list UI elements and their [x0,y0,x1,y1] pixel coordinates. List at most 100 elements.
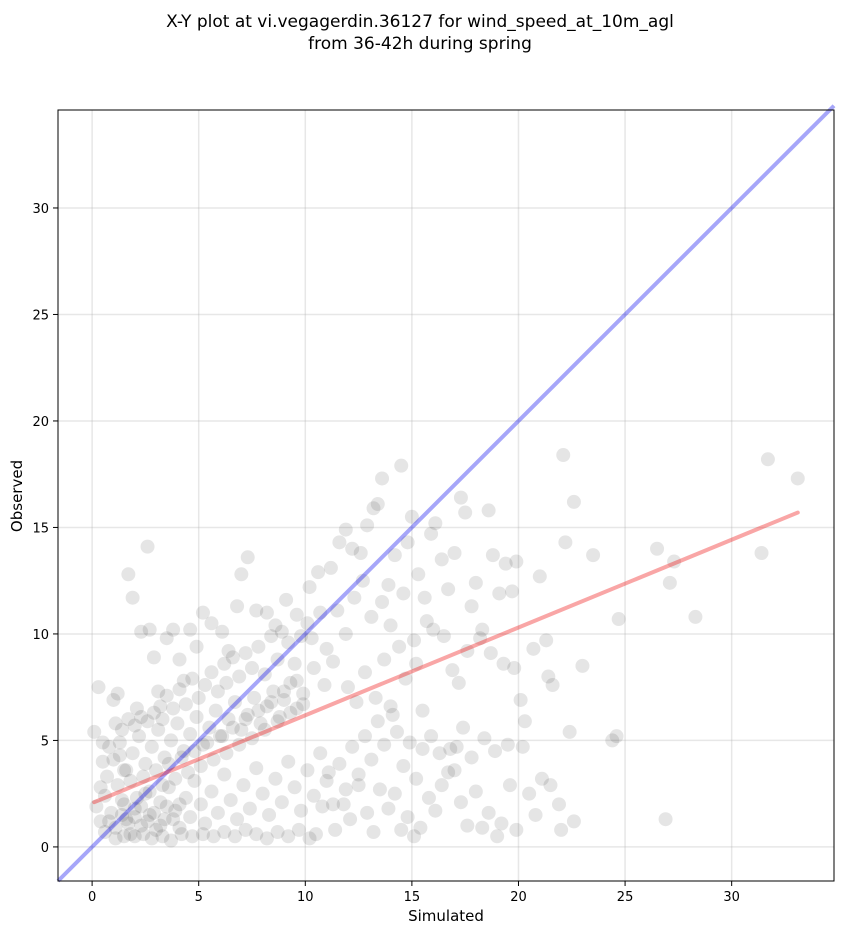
scatter-point-214 [144,739,159,754]
scatter-point-274 [383,699,398,714]
scatter-point-157 [392,639,407,654]
scatter-point-166 [347,590,362,605]
scatter-point-176 [300,616,315,631]
scatter-point-341 [198,678,213,693]
scatter-point-6 [110,686,125,701]
scatter-point-196 [259,699,274,714]
scatter-point-241 [178,790,193,805]
scatter-point-70 [426,622,441,637]
scatter-point-319 [172,797,187,812]
scatter-point-155 [377,652,392,667]
scatter-point-190 [296,686,311,701]
scatter-point-224 [93,814,108,829]
scatter-point-329 [195,827,210,842]
scatter-points [87,448,805,848]
scatter-point-50 [400,535,415,550]
scatter-point-285 [142,784,157,799]
scatter-point-26 [215,624,230,639]
scatter-point-292 [187,744,202,759]
scatter-point-204 [208,703,223,718]
scatter-point-17 [155,712,170,727]
scatter-point-16 [151,684,166,699]
scatter-point-10 [125,590,140,605]
scatter-point-199 [240,707,255,722]
scatter-point-230 [123,827,138,842]
scatter-point-256 [268,771,283,786]
scatter-point-136 [658,812,673,827]
scatter-point-271 [364,752,379,767]
scatter-point-98 [522,786,537,801]
scatter-point-287 [155,778,170,793]
scatter-point-288 [161,756,176,771]
scatter-point-340 [191,690,206,705]
scatter-point-174 [317,678,332,693]
scatter-point-322 [127,829,142,844]
y-tick-label-6: 30 [32,202,49,217]
y-axis-label: Observed [8,460,26,532]
scatter-point-182 [264,629,279,644]
grid-lines [58,110,834,881]
scatter-point-194 [272,710,287,725]
scatter-point-134 [662,575,677,590]
scatter-point-131 [609,729,624,744]
scatter-point-201 [227,695,242,710]
scatter-point-31 [249,603,264,618]
scatter-point-262 [306,788,321,803]
scatter-point-144 [441,765,456,780]
scatter-point-33 [268,618,283,633]
scatter-point-85 [545,678,560,693]
scatter-point-69 [509,554,524,569]
scatter-point-281 [117,797,132,812]
scatter-point-265 [326,797,341,812]
scatter-point-205 [202,720,217,735]
scatter-point-88 [566,494,581,509]
scatter-point-172 [319,641,334,656]
scatter-point-46 [375,471,390,486]
scatter-point-331 [217,825,232,840]
x-tick-label-5: 25 [617,890,634,905]
scatter-point-212 [157,750,172,765]
x-tick-label-4: 20 [510,890,527,905]
scatter-point-149 [488,744,503,759]
scatter-point-300 [238,712,253,727]
scatter-point-246 [204,784,219,799]
scatter-point-251 [236,778,251,793]
scatter-point-92 [551,797,566,812]
scatter-point-73 [451,675,466,690]
scatter-point-81 [526,641,541,656]
scatter-point-133 [650,541,665,556]
scatter-point-330 [206,829,221,844]
scatter-point-86 [556,448,571,463]
scatter-point-20 [172,652,187,667]
scatter-point-96 [534,771,549,786]
scatter-point-307 [283,705,298,720]
scatter-point-47 [381,577,396,592]
scatter-point-356 [114,722,129,737]
scatter-point-62 [468,575,483,590]
scatter-point-220 [106,752,121,767]
scatter-point-278 [409,771,424,786]
scatter-point-1 [91,680,106,695]
scatter-point-358 [102,739,117,754]
scatter-point-260 [294,803,309,818]
scatter-point-63 [475,622,490,637]
scatter-point-323 [136,827,151,842]
scatter-point-328 [185,829,200,844]
scatter-point-248 [217,767,232,782]
scatter-point-324 [144,831,159,846]
scatter-point-209 [176,744,191,759]
scatter-point-168 [330,603,345,618]
scatter-point-108 [453,795,468,810]
scatter-point-354 [127,718,142,733]
x-tick-label-6: 30 [723,890,740,905]
scatter-point-83 [539,633,554,648]
scatter-point-8 [117,763,132,778]
scatter-point-218 [119,763,134,778]
plot-frame [57,109,835,882]
scatter-point-37 [311,565,326,580]
scatter-point-119 [381,801,396,816]
scatter-point-89 [575,658,590,673]
scatter-point-173 [326,654,341,669]
scatter-point-64 [481,503,496,518]
scatter-point-261 [300,763,315,778]
